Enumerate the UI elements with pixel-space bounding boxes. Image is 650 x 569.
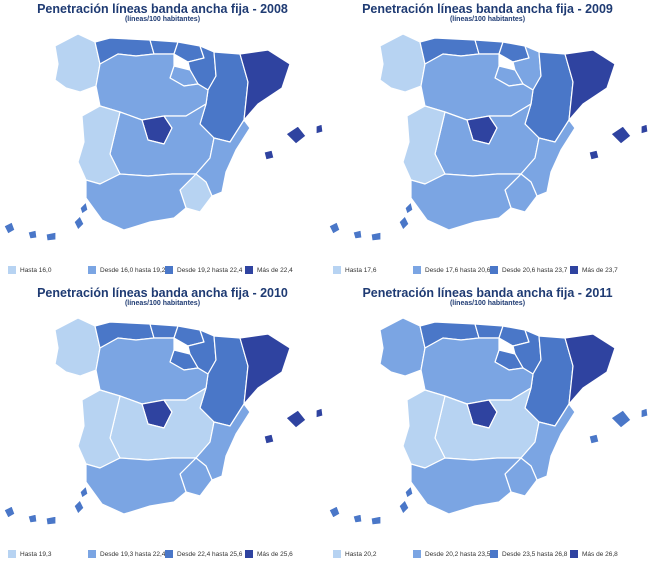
legend-label: Desde 20,6 hasta 23,7 <box>502 266 568 274</box>
legend-label: Más de 25,6 <box>257 550 293 558</box>
region-baleares <box>588 407 649 445</box>
region-galicia <box>54 33 101 93</box>
legend-label: Desde 22,4 hasta 25,6 <box>177 550 243 558</box>
region-baleares <box>263 407 324 445</box>
map-panel-2009: Penetración líneas banda ancha fija - 20… <box>325 0 650 284</box>
legend-label: Hasta 19,3 <box>20 550 52 558</box>
legend-item: Desde 22,4 hasta 25,6 <box>165 548 242 560</box>
legend-label: Desde 23,5 hasta 26,8 <box>502 550 568 558</box>
map-panel-2011: Penetración líneas banda ancha fija - 20… <box>325 284 650 568</box>
region-cantabria <box>474 323 504 339</box>
legend-swatch <box>245 266 253 274</box>
legend-item: Hasta 16,0 <box>8 264 51 276</box>
region-cataluna <box>564 333 616 405</box>
region-galicia <box>54 317 101 377</box>
legend-swatch <box>8 550 16 558</box>
map-panel-2008: Penetración líneas banda ancha fija - 20… <box>0 0 325 284</box>
region-galicia <box>379 33 426 93</box>
region-cataluna <box>239 333 291 405</box>
map-title: Penetración líneas banda ancha fija - 20… <box>362 2 613 16</box>
legend-item: Desde 19,2 hasta 22,4 <box>165 264 242 276</box>
region-andalucia <box>85 457 197 515</box>
map-subtitle: (líneas/100 habitantes) <box>124 16 201 23</box>
region-cataluna <box>239 49 291 121</box>
region-valencia <box>520 119 576 197</box>
region-andalucia <box>85 173 197 231</box>
region-canarias <box>328 485 414 526</box>
legend-item: Más de 26,8 <box>570 548 618 560</box>
legend-swatch <box>333 266 341 274</box>
map-subtitle: (líneas/100 habitantes) <box>449 16 526 23</box>
region-baleares <box>263 123 324 161</box>
legend-swatch <box>570 266 578 274</box>
legend-label: Más de 22,4 <box>257 266 293 274</box>
legend-label: Hasta 17,6 <box>345 266 377 274</box>
legend-swatch <box>413 266 421 274</box>
legend-item: Desde 19,3 hasta 22,4 <box>88 548 165 560</box>
map-title: Penetración líneas banda ancha fija - 20… <box>37 286 288 300</box>
map-panel-2010: Penetración líneas banda ancha fija - 20… <box>0 284 325 568</box>
legend-item: Desde 23,5 hasta 26,8 <box>490 548 567 560</box>
region-baleares <box>588 123 649 161</box>
region-valencia <box>195 403 251 481</box>
legend-label: Desde 17,6 hasta 20,6 <box>425 266 491 274</box>
legend-swatch <box>490 550 498 558</box>
region-cataluna <box>564 49 616 121</box>
region-canarias <box>3 485 89 526</box>
legend-label: Desde 19,3 hasta 22,4 <box>100 550 166 558</box>
legend-item: Más de 25,6 <box>245 548 293 560</box>
legend-label: Hasta 16,0 <box>20 266 52 274</box>
legend-swatch <box>88 550 96 558</box>
legend-item: Desde 20,6 hasta 23,7 <box>490 264 567 276</box>
region-cantabria <box>149 323 179 339</box>
legend-label: Desde 20,2 hasta 23,5 <box>425 550 491 558</box>
legend-item: Hasta 20,2 <box>333 548 376 560</box>
region-galicia <box>379 317 426 377</box>
legend-item: Más de 23,7 <box>570 264 618 276</box>
legend-swatch <box>413 550 421 558</box>
spain-map <box>328 317 649 526</box>
legend-item: Desde 20,2 hasta 23,5 <box>413 548 490 560</box>
region-canarias <box>328 201 414 242</box>
legend-swatch <box>165 550 173 558</box>
legend-label: Hasta 20,2 <box>345 550 377 558</box>
legend-swatch <box>333 550 341 558</box>
map-title: Penetración líneas banda ancha fija - 20… <box>37 2 288 16</box>
legend-label: Más de 26,8 <box>582 550 618 558</box>
map-title: Penetración líneas banda ancha fija - 20… <box>362 286 613 300</box>
legend-item: Más de 22,4 <box>245 264 293 276</box>
region-valencia <box>520 403 576 481</box>
region-valencia <box>195 119 251 197</box>
map-legend: Hasta 19,3 Desde 19,3 hasta 22,4 Desde 2… <box>0 548 325 562</box>
map-subtitle: (líneas/100 habitantes) <box>124 300 201 307</box>
legend-swatch <box>490 266 498 274</box>
legend-label: Desde 16,0 hasta 19,2 <box>100 266 166 274</box>
legend-swatch <box>88 266 96 274</box>
spain-map <box>3 317 324 526</box>
legend-swatch <box>245 550 253 558</box>
legend-item: Hasta 17,6 <box>333 264 376 276</box>
region-cantabria <box>474 39 504 55</box>
region-andalucia <box>410 173 522 231</box>
region-cantabria <box>149 39 179 55</box>
legend-item: Desde 17,6 hasta 20,6 <box>413 264 490 276</box>
map-legend: Hasta 20,2 Desde 20,2 hasta 23,5 Desde 2… <box>325 548 650 562</box>
region-andalucia <box>410 457 522 515</box>
map-legend: Hasta 17,6 Desde 17,6 hasta 20,6 Desde 2… <box>325 264 650 278</box>
legend-label: Más de 23,7 <box>582 266 618 274</box>
legend-item: Desde 16,0 hasta 19,2 <box>88 264 165 276</box>
legend-item: Hasta 19,3 <box>8 548 51 560</box>
legend-label: Desde 19,2 hasta 22,4 <box>177 266 243 274</box>
map-legend: Hasta 16,0 Desde 16,0 hasta 19,2 Desde 1… <box>0 264 325 278</box>
spain-map <box>3 33 324 242</box>
legend-swatch <box>165 266 173 274</box>
legend-swatch <box>8 266 16 274</box>
legend-swatch <box>570 550 578 558</box>
spain-map <box>328 33 649 242</box>
map-subtitle: (líneas/100 habitantes) <box>449 300 526 307</box>
region-canarias <box>3 201 89 242</box>
